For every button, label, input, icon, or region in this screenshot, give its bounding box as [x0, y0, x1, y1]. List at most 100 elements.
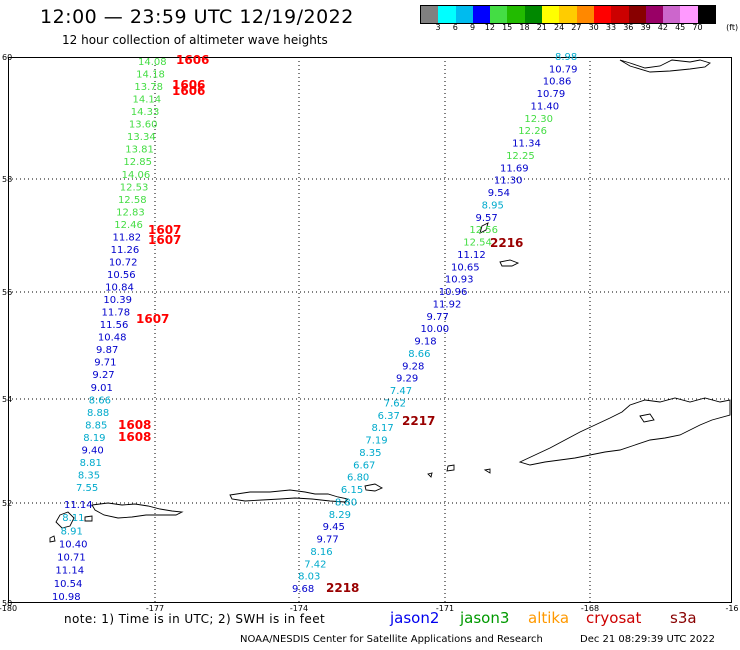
wave-height-west-upper: 8.81 [80, 458, 102, 469]
time-tag: 1607 [136, 312, 169, 326]
wave-height-west-upper: 13.78 [134, 82, 163, 93]
wave-height-east: 12.25 [506, 151, 535, 162]
latitude-label: 60 [2, 53, 12, 62]
scale-label: 33 [605, 23, 617, 32]
scale-label: 27 [571, 23, 582, 32]
wave-height-east: 12.30 [524, 114, 553, 125]
wave-height-west-upper: 13.34 [127, 132, 156, 143]
scale-label: 42 [657, 23, 668, 32]
wave-height-east: 9.45 [323, 522, 345, 533]
wave-height-west-upper: 8.19 [83, 433, 105, 444]
scale-swatch [490, 6, 508, 23]
time-tag: 1606 [172, 84, 205, 98]
scale-label: 45 [675, 23, 686, 32]
footer-credit: NOAA/NESDIS Center for Satellite Applica… [240, 634, 543, 645]
scale-swatch [455, 6, 473, 23]
wave-height-west-lower: 11.14 [55, 566, 84, 577]
time-tag: 1607 [148, 223, 181, 237]
wave-height-west-upper: 9.87 [96, 345, 118, 356]
coastline [427, 472, 433, 478]
scale-swatch [576, 6, 594, 23]
wave-height-west-upper: 12.83 [116, 207, 145, 218]
scale-swatch [559, 6, 577, 23]
wave-height-west-lower: 10.54 [54, 579, 83, 590]
coastline [49, 535, 56, 543]
time-tag: 1606 [176, 53, 209, 67]
coastline [619, 59, 711, 73]
wave-height-west-upper: 13.60 [129, 120, 158, 131]
wave-height-east: 7.47 [390, 386, 412, 397]
wave-height-west-lower: 10.40 [59, 539, 88, 550]
footer-note: note: 1) Time is in UTC; 2) SWH is in fe… [64, 612, 326, 626]
wave-height-west-upper: 14.33 [131, 107, 160, 118]
scale-label: 21 [536, 23, 547, 32]
wave-height-west-upper: 11.26 [111, 245, 140, 256]
latitude-label: 50 [2, 599, 12, 608]
coastline [84, 515, 93, 522]
wave-height-east: 10.93 [445, 275, 474, 286]
latitude-label: 52 [2, 499, 12, 508]
wave-height-east: 8.16 [310, 547, 332, 558]
scale-swatch [611, 6, 629, 23]
wave-height-east: 12.26 [518, 126, 547, 137]
scale-label: 39 [640, 23, 651, 32]
time-tag: 2216 [490, 236, 523, 250]
time-tag: 1608 [118, 430, 151, 444]
wave-height-west-upper: 12.46 [114, 220, 143, 231]
scale-label: 12 [484, 23, 495, 32]
time-tag: 2217 [402, 414, 435, 428]
wave-height-west-upper: 11.56 [100, 320, 129, 331]
longitude-label: -180 [0, 604, 17, 613]
wave-height-east: 10.96 [439, 287, 468, 298]
wave-height-west-upper: 8.85 [85, 420, 107, 431]
time-tag: 1608 [118, 418, 151, 432]
wave-height-east: 8.98 [555, 52, 577, 63]
wave-height-east: 10.86 [543, 77, 572, 88]
color-scale-labels: 3 6 9 12 15 18 21 24 27 30 33 36 39 42 45 70 (ft) [420, 23, 740, 33]
scale-label: 36 [623, 23, 634, 32]
scale-label: 24 [554, 23, 565, 32]
wave-height-east: 7.19 [365, 436, 387, 447]
color-scale-bar [420, 5, 717, 24]
wave-height-west-upper: 8.35 [78, 470, 100, 481]
wave-height-west-upper: 9.27 [92, 370, 114, 381]
scale-label: 18 [519, 23, 530, 32]
wave-height-west-upper: 8.66 [89, 395, 111, 406]
wave-height-east: 11.12 [457, 250, 486, 261]
wave-height-east: 9.29 [396, 374, 418, 385]
mission-altika: altika [528, 609, 570, 627]
wave-height-west-lower: 10.98 [52, 592, 81, 603]
mission-jason3: jason3 [460, 609, 510, 627]
wave-height-east: 11.30 [494, 176, 523, 187]
wave-height-east: 11.40 [531, 101, 560, 112]
wave-height-east: 6.15 [341, 485, 363, 496]
wave-height-east: 8.17 [372, 423, 394, 434]
wave-height-west-lower: 10.71 [57, 553, 86, 564]
wave-height-west-upper: 13.81 [125, 145, 154, 156]
time-tag: 2218 [326, 581, 359, 595]
scale-label: 9 [470, 23, 476, 32]
wave-height-east: 9.18 [414, 337, 436, 348]
wave-height-west-upper: 14.06 [122, 170, 151, 181]
coastline [91, 502, 184, 519]
scale-swatch [524, 6, 543, 23]
wave-height-east: 8.29 [329, 510, 351, 521]
scale-label: 30 [588, 23, 599, 32]
wave-height-west-upper: 14.08 [138, 57, 167, 68]
wave-height-east: 7.62 [384, 398, 406, 409]
wave-height-east: 8.80 [335, 497, 357, 508]
time-tag: 1607 [148, 233, 181, 247]
coastline [518, 397, 731, 466]
wave-height-east: 8.95 [482, 200, 504, 211]
chart-title: 12:00 — 23:59 UTC 12/19/2022 [40, 6, 354, 28]
coastline [364, 483, 384, 492]
wave-height-west-upper: 12.53 [120, 182, 149, 193]
mission-s3a: s3a [670, 609, 697, 627]
mission-cryosat: cryosat [586, 609, 642, 627]
mission-jason2: jason2 [390, 609, 440, 627]
wave-height-east: 9.77 [316, 535, 338, 546]
wave-height-east: 8.66 [408, 349, 430, 360]
latitude-label: 56 [2, 288, 12, 297]
wave-height-west-upper: 12.58 [118, 195, 147, 206]
wave-height-east: 6.67 [353, 460, 375, 471]
